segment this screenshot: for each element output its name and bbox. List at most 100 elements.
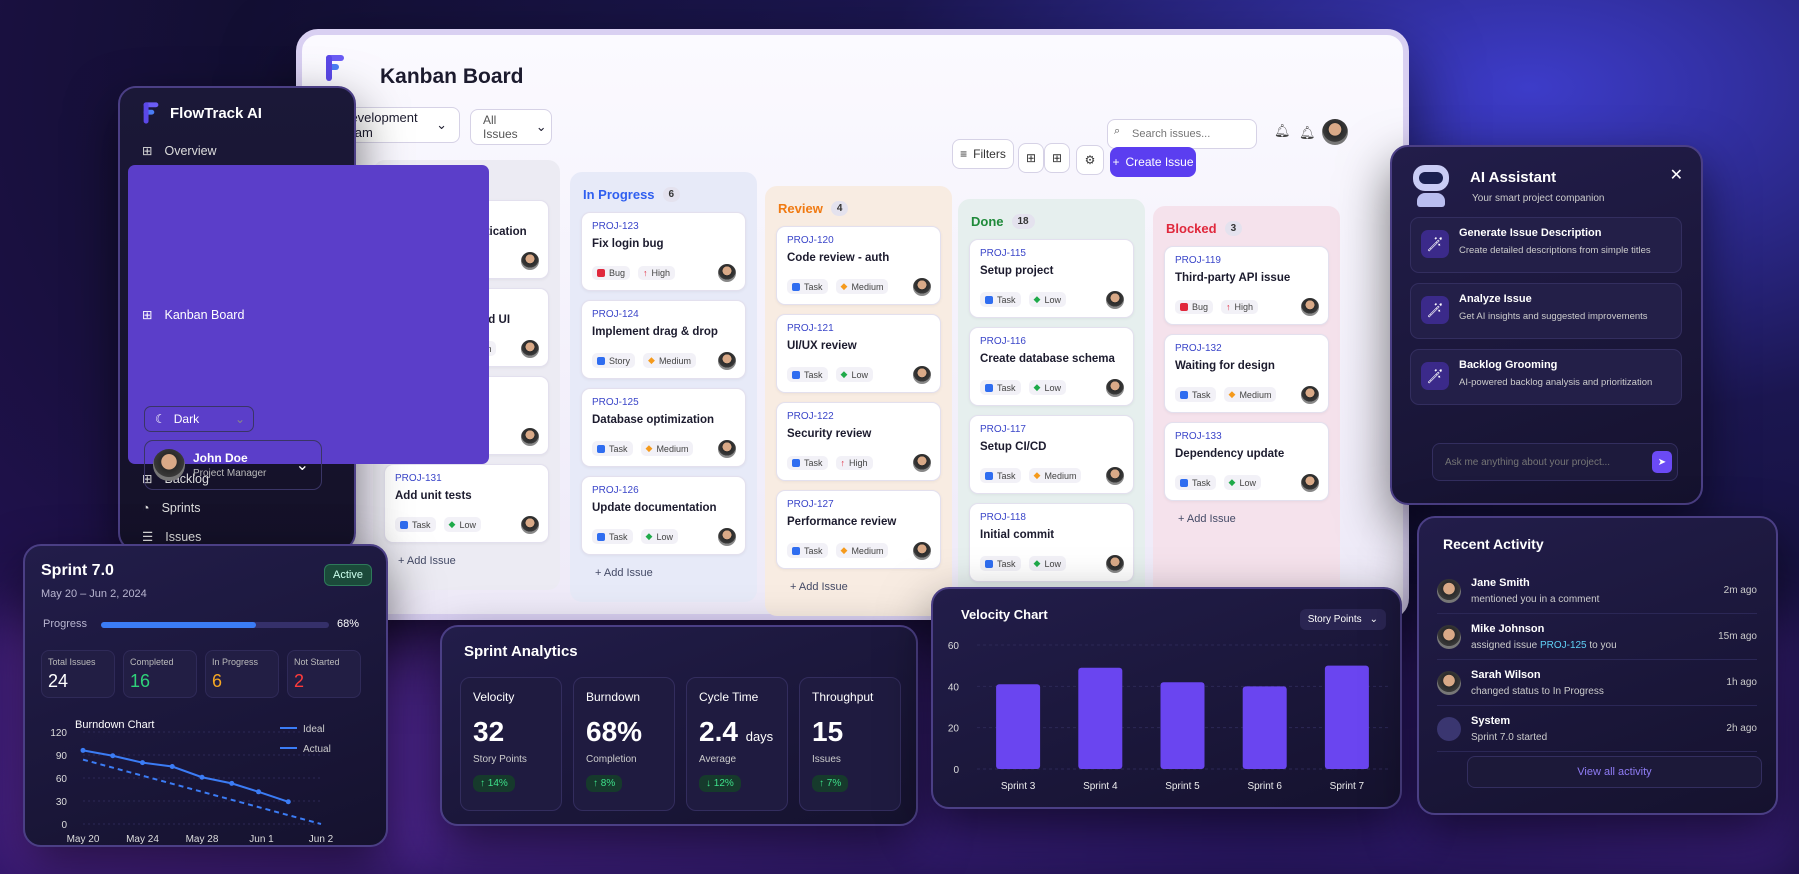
chevron-down-icon: ⌄ <box>535 119 547 134</box>
issue-card[interactable]: PROJ-127 Performance review Task ◆ Medium <box>776 490 941 569</box>
priority-icon: ◆ <box>645 443 653 453</box>
unit-select[interactable]: Story Points ⌄ <box>1299 609 1386 630</box>
bug-icon <box>1180 303 1188 311</box>
search-input[interactable] <box>1107 119 1257 149</box>
issue-type: Task <box>997 558 1016 569</box>
activity-item[interactable]: System Sprint 7.0 started 2h ago <box>1437 706 1757 752</box>
issue-title: Waiting for design <box>1175 360 1275 372</box>
burndown-chart: Burndown Chart 0 30 60 90 120 May 20 May 24 May … <box>50 719 334 845</box>
chevron-down-icon: ⌄ <box>295 457 309 474</box>
issue-card[interactable]: PROJ-125 Database optimization Task ◆ Medium <box>581 388 746 467</box>
assignee-avatar[interactable] <box>1106 291 1124 309</box>
issue-card[interactable]: PROJ-118 Initial commit Task ◆ Low <box>969 503 1134 582</box>
issue-card[interactable]: PROJ-115 Setup project Task ◆ Low <box>969 239 1134 318</box>
add-issue-label: Add Issue <box>1186 513 1236 525</box>
issue-card[interactable]: PROJ-121 UI/UX review Task ◆ Low <box>776 314 941 393</box>
add-issue-button[interactable]: + Add Issue <box>1178 513 1315 525</box>
issue-link[interactable]: PROJ-125 <box>1539 639 1587 651</box>
ai-action-desc: Create detailed descriptions from simple… <box>1459 245 1651 256</box>
assignee-avatar[interactable] <box>1106 467 1124 485</box>
settings-button[interactable]: ⚙︎ <box>1076 145 1104 175</box>
assignee-avatar[interactable] <box>1106 379 1124 397</box>
metric-sub: Issues <box>812 754 841 765</box>
close-icon[interactable]: ✕ <box>1669 167 1683 184</box>
issue-card[interactable]: PROJ-120 Code review - auth Task ◆ Medium <box>776 226 941 305</box>
issue-type-tag: Bug <box>1175 300 1214 314</box>
board-view-button[interactable]: ⊞ <box>1018 143 1044 173</box>
ai-action-card[interactable]: 🪄︎ Generate Issue Description Create detai… <box>1410 217 1682 273</box>
activity-action: mentioned you in a comment <box>1471 593 1600 605</box>
add-issue-button[interactable]: + Add Issue <box>398 555 535 567</box>
assignee-avatar[interactable] <box>913 366 931 384</box>
bell-icon[interactable]: 🔔︎ <box>1274 123 1291 138</box>
assignee-avatar[interactable] <box>1301 386 1319 404</box>
sidebar-item-issues[interactable]: ☰ Issues <box>128 522 346 551</box>
actual-point <box>80 747 86 753</box>
y-tick-label: 0 <box>61 820 67 831</box>
assignee-avatar[interactable] <box>718 352 736 370</box>
assignee-avatar[interactable] <box>913 454 931 472</box>
ai-chat-input[interactable] <box>1432 443 1678 481</box>
system-icon <box>1437 716 1461 741</box>
plus-icon: + <box>1178 513 1187 525</box>
issue-card[interactable]: PROJ-119 Third-party API issue Bug ↑ High <box>1164 246 1329 325</box>
send-button[interactable]: ➤ <box>1652 451 1672 473</box>
ai-action-card[interactable]: 🪄︎ Backlog Grooming AI-powered backlog ana… <box>1410 349 1682 405</box>
create-issue-label: Create Issue <box>1125 155 1194 169</box>
assignee-avatar[interactable] <box>521 516 539 534</box>
assignee-avatar[interactable] <box>718 528 736 546</box>
column-header: Blocked 3 <box>1166 221 1327 236</box>
assignee-avatar[interactable] <box>718 440 736 458</box>
x-tick-label: Jun 2 <box>309 834 334 845</box>
filters-button[interactable]: ≡ Filters <box>952 139 1014 169</box>
activity-item[interactable]: Jane Smith mentioned you in a comment 2m a… <box>1437 568 1757 614</box>
priority-tag: ↑High <box>638 266 676 280</box>
priority-tag: ◆Medium <box>643 353 696 368</box>
view-all-activity-button[interactable]: View all activity <box>1467 756 1762 788</box>
assignee-avatar[interactable] <box>1106 555 1124 573</box>
kanban-column: In Progress 6 PROJ-123 Fix login bug Bug ↑ Hig… <box>570 172 757 602</box>
theme-toggle[interactable]: ☾ Dark ⌄ <box>144 406 254 432</box>
assignee-avatar[interactable] <box>913 542 931 560</box>
activity-item[interactable]: Sarah Wilson changed status to In Progres… <box>1437 660 1757 706</box>
assignee-avatar[interactable] <box>718 264 736 282</box>
assignee-avatar[interactable] <box>1301 298 1319 316</box>
stat-value: 6 <box>212 671 223 691</box>
table-view-button[interactable]: ⊞ <box>1044 143 1070 173</box>
add-issue-button[interactable]: + Add Issue <box>595 567 732 579</box>
issue-card[interactable]: PROJ-124 Implement drag & drop Story ◆ Mediu… <box>581 300 746 379</box>
kanban-column: Blocked 3 PROJ-119 Third-party API issue Bug… <box>1153 206 1340 636</box>
issue-card[interactable]: PROJ-122 Security review Task ↑ High <box>776 402 941 481</box>
task-icon <box>792 459 800 467</box>
issue-card[interactable]: PROJ-126 Update documentation Task ◆ Low <box>581 476 746 555</box>
issue-card[interactable]: PROJ-132 Waiting for design Task ◆ Medium <box>1164 334 1329 413</box>
ai-action-card[interactable]: 🪄︎ Analyze Issue Get AI insights and sugge… <box>1410 283 1682 339</box>
x-tick-label: Jun 1 <box>249 834 274 845</box>
sidebar-item-kanban-board[interactable]: ⊞ Kanban Board <box>128 165 489 464</box>
issue-card[interactable]: PROJ-116 Create database schema Task ◆ Low <box>969 327 1134 406</box>
add-issue-button[interactable]: + Add Issue <box>790 581 927 593</box>
issue-filter-select[interactable]: All Issues ⌄ <box>470 109 552 145</box>
velocity-chart: 0 20 40 60 Sprint 3 Sprint 4 Sprint 5 Sprint 6 S… <box>948 641 1388 792</box>
activity-time: 2h ago <box>1726 723 1757 734</box>
issue-card[interactable]: PROJ-131 Add unit tests Task ◆ Low <box>384 464 549 543</box>
issue-card[interactable]: PROJ-123 Fix login bug Bug ↑ High <box>581 212 746 291</box>
issue-type-tag: Task <box>787 279 828 294</box>
plus-icon: + <box>790 581 799 593</box>
assignee-avatar[interactable] <box>1301 474 1319 492</box>
user-menu[interactable]: John Doe Project Manager ⌄ <box>144 440 322 490</box>
sidebar-item-sprints[interactable]: ◔ Sprints <box>128 493 346 522</box>
create-issue-button[interactable]: + Create Issue <box>1110 147 1196 177</box>
assignee-avatar[interactable] <box>521 428 539 446</box>
issue-type-tag: Task <box>395 517 436 532</box>
assignee-avatar[interactable] <box>913 278 931 296</box>
issue-card[interactable]: PROJ-117 Setup CI/CD Task ◆ Medium <box>969 415 1134 494</box>
issue-card[interactable]: PROJ-133 Dependency update Task ◆ Low <box>1164 422 1329 501</box>
user-avatar[interactable] <box>1322 119 1348 145</box>
stat-value: 2 <box>294 671 305 691</box>
assignee-avatar[interactable] <box>521 252 539 270</box>
bell-icon[interactable]: 🔔︎ <box>1299 125 1316 140</box>
activity-item[interactable]: Mike Johnson assigned issue PROJ-125 to y… <box>1437 614 1757 660</box>
assignee-avatar[interactable] <box>521 340 539 358</box>
sidebar-item-overview[interactable]: ⊞ Overview <box>128 136 346 165</box>
